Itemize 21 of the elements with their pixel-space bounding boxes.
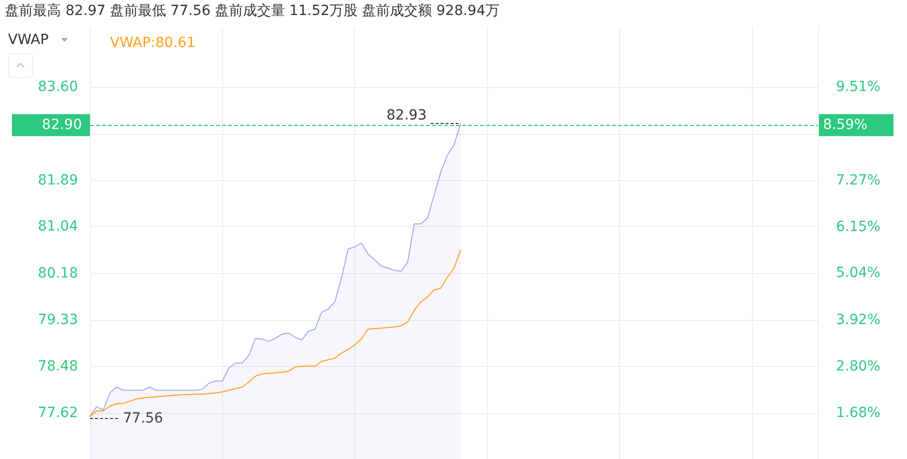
y2-tick-label: 6.15%	[836, 218, 880, 235]
y-tick-label: 80.18	[38, 266, 78, 282]
text: VWAP:80.61	[110, 35, 196, 51]
ref-line-label: 82.90	[42, 117, 82, 134]
y-tick-label: 81.89	[38, 172, 78, 188]
y-tick-label: 79.33	[38, 312, 78, 328]
chart-subtitle: VWAP	[8, 32, 49, 48]
y-tick-label: 77.62	[38, 405, 78, 422]
y-tick-label: 78.48	[38, 358, 78, 374]
y2-tick-label: 5.04%	[836, 265, 880, 282]
y-tick-label: 83.60	[38, 79, 78, 95]
y2-tick-label: 9.51%	[836, 78, 880, 95]
annotation: 77.56	[123, 410, 164, 426]
y2-tick-label: 7.27%	[836, 172, 880, 188]
chart-title: 盘前最高 82.97 盘前最低 77.56 盘前成交量 11.52万股 盘前成交额 928.94万	[5, 2, 500, 20]
text: 8.59%	[823, 117, 868, 134]
y2-tick-label: 1.68%	[836, 405, 880, 422]
annotation: 82.93	[386, 108, 427, 124]
y2-tick-label: 3.92%	[836, 312, 880, 328]
y2-tick-label: 2.80%	[836, 358, 880, 375]
y-tick-label: 81.04	[38, 218, 78, 235]
